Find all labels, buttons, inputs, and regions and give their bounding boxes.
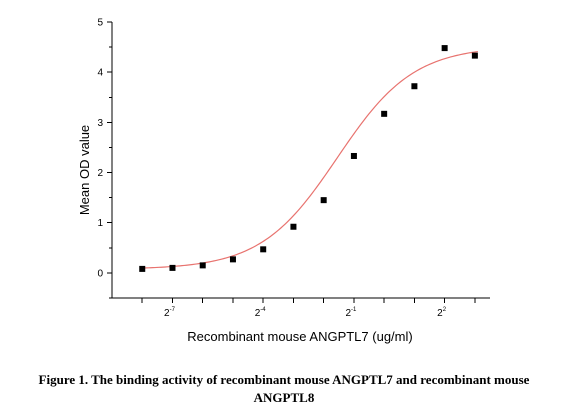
figure-caption-line-2: ANGPTL8 (253, 390, 315, 405)
axes (111, 22, 490, 299)
y-tick-label: 1 (97, 218, 103, 229)
y-tick-label: 2 (97, 168, 103, 179)
data-point (290, 223, 297, 230)
data-point (139, 265, 146, 272)
data-point (169, 264, 176, 271)
data-point (471, 52, 478, 59)
figure-caption-line-1: Figure 1. The binding activity of recomb… (38, 372, 530, 387)
y-tick-label: 4 (97, 68, 103, 79)
y-tick-label: 3 (97, 118, 103, 129)
data-point (381, 110, 388, 117)
fit-curve (142, 50, 478, 269)
x-tick-label: 2-4 (255, 307, 267, 319)
x-tick-label: 2-1 (345, 307, 357, 319)
data-point (260, 246, 267, 253)
x-tick-label: 22 (437, 307, 447, 319)
x-axis-label: Recombinant mouse ANGPTL7 (ug/ml) (187, 329, 412, 344)
y-tick-label: 5 (97, 18, 103, 29)
y-axis-label: Mean OD value (77, 125, 92, 215)
data-point (411, 83, 418, 90)
data-point (229, 256, 236, 263)
x-tick-label: 2-7 (164, 307, 176, 319)
data-points (139, 45, 478, 272)
data-point (320, 197, 327, 204)
x-ticks: 2-7 2-4 2-1 22 (141, 298, 476, 319)
data-point (441, 45, 448, 52)
data-point (350, 152, 357, 159)
y-tick-label: 0 (97, 268, 103, 279)
y-ticks: 0 1 2 3 4 5 (97, 18, 112, 299)
data-point (199, 262, 206, 269)
